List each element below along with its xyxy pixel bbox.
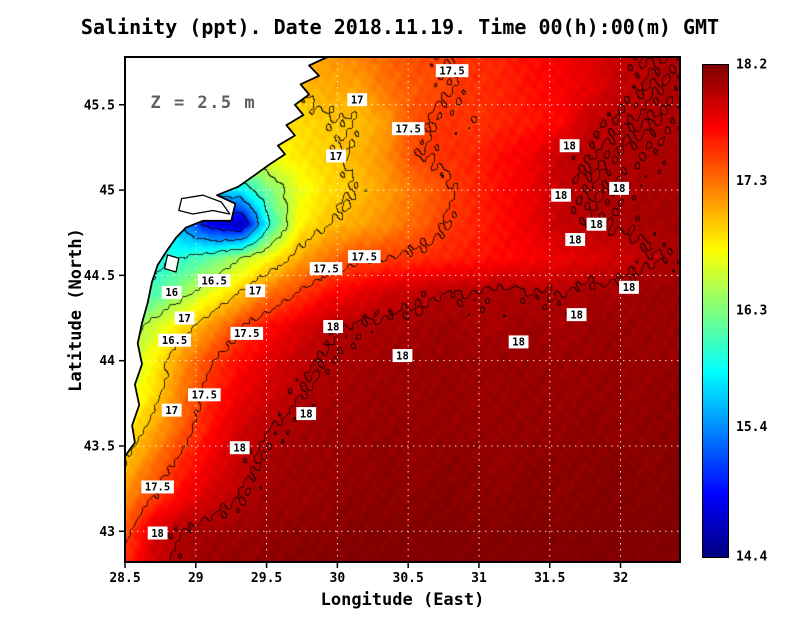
x-tick-label: 29 [188,571,204,586]
x-tick-label: 31.5 [534,571,565,586]
colorbar-labels: 18.2 17.3 16.3 15.4 14.4 [736,58,767,565]
x-tick-label: 32 [613,571,629,586]
y-tick-label: 45 [99,184,115,199]
x-tick-label: 30.5 [393,571,424,586]
y-tick-label: 43 [99,525,115,540]
y-tick-label: 44.5 [84,269,115,284]
colorbar-tick-label: 18.2 [736,58,767,73]
colorbar-tick-label: 16.3 [736,304,767,319]
x-tick-label: 29.5 [251,571,282,586]
colorbar [702,64,729,558]
colorbar-tick-label: 15.4 [736,420,767,435]
colorbar-tick-label: 17.3 [736,174,767,189]
y-tick-label: 44 [99,354,115,369]
x-tick-label: 28.5 [109,571,140,586]
y-tick-label: 43.5 [84,439,115,454]
y-tick-label: 45.5 [84,98,115,113]
y-axis-label: Latitude (North) [66,228,86,392]
heatmap-canvas [125,57,680,562]
colorbar-tick-label: 14.4 [736,550,767,565]
x-axis-label: Longitude (East) [320,590,485,610]
x-tick-label: 31 [471,571,487,586]
chart-title: Salinity (ppt). Date 2018.11.19. Time 00… [80,15,720,39]
x-tick-label: 30 [330,571,346,586]
